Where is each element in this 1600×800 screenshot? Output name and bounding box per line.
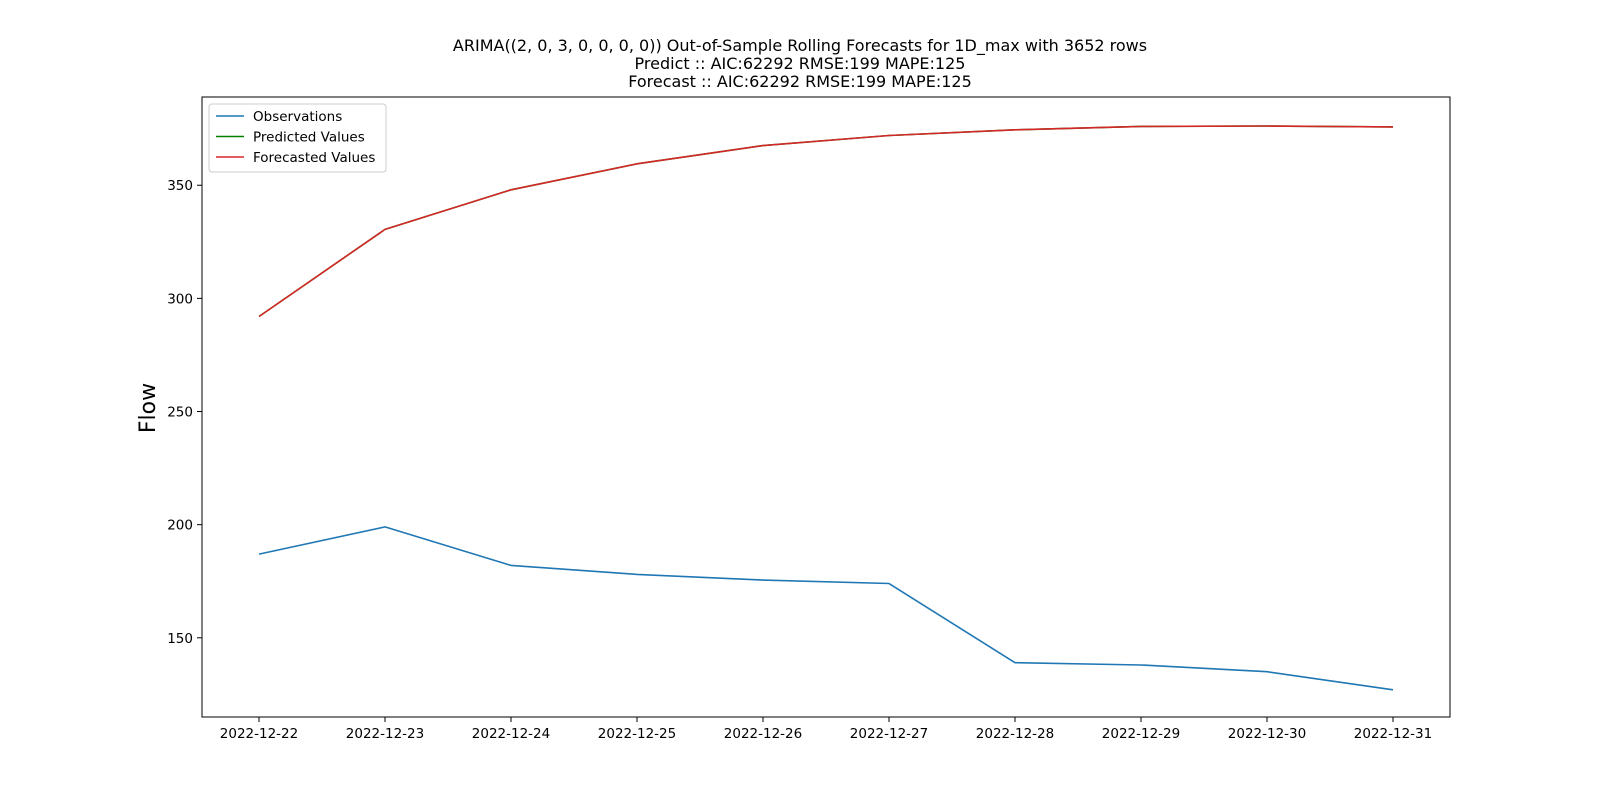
x-tick-label: 2022-12-24 [472,726,550,742]
y-tick-label: 250 [167,405,193,421]
y-tick-label: 150 [167,631,193,647]
series-line-forecasted-values [258,125,1394,318]
chart-title-line-1: ARIMA((2, 0, 3, 0, 0, 0, 0)) Out-of-Samp… [453,36,1147,56]
x-tick-label: 2022-12-28 [976,726,1054,742]
legend: Observations Predicted Values Forecasted V… [208,103,387,173]
y-tick-label: 350 [167,178,193,194]
chart-title-line-2: Predict :: AIC:62292 RMSE:199 MAPE:125 [635,54,966,73]
x-tick-label: 2022-12-25 [598,726,676,742]
chart-title-line-3: Forecast :: AIC:62292 RMSE:199 MAPE:125 [628,72,972,91]
legend-label: Forecasted Values [253,150,375,166]
legend-box [208,103,387,173]
x-tick-label: 2022-12-29 [1102,726,1180,742]
series-layer [258,125,1394,691]
y-axis-label: Flow [136,383,161,433]
x-tick-label: 2022-12-23 [346,726,424,742]
plot-area [201,96,1451,718]
y-tick-label: 200 [167,518,193,534]
x-tick-label: 2022-12-27 [850,726,928,742]
x-tick-label: 2022-12-26 [724,726,802,742]
x-axis: 2022-12-22 2022-12-23 2022-12-24 2022-12-25… [220,717,1432,742]
series-line-observations [258,526,1394,691]
y-tick-label: 300 [167,291,193,307]
legend-label: Observations [253,109,342,125]
legend-label: Predicted Values [253,130,365,146]
x-tick-label: 2022-12-22 [220,726,298,742]
y-axis: 150 200 250 300 350 [167,178,202,647]
x-tick-label: 2022-12-30 [1228,726,1306,742]
x-tick-label: 2022-12-31 [1354,726,1432,742]
